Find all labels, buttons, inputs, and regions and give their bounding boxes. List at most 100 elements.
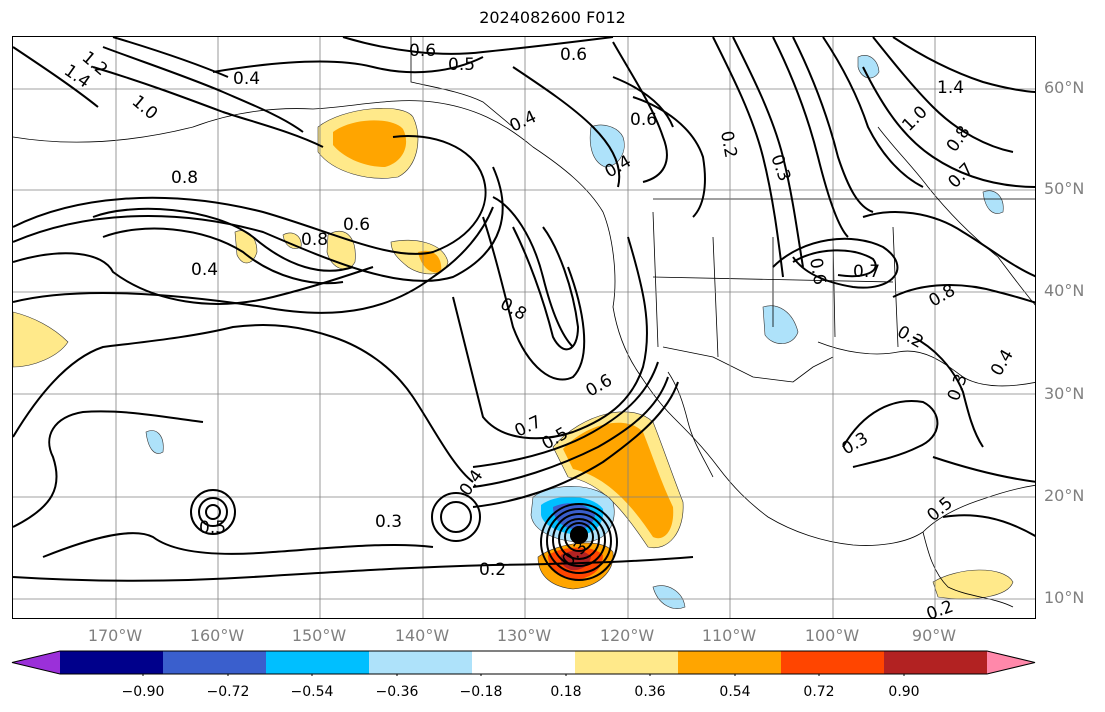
positive-anomaly-region (234, 230, 258, 264)
lon-label: 160°W (189, 626, 245, 645)
lon-label: 100°W (804, 626, 860, 645)
colorbar (11, 650, 1036, 676)
map-title: 2024082600 F012 (479, 8, 626, 27)
contour-line (512, 66, 621, 188)
contour-line (472, 381, 679, 508)
positive-anomaly-region (13, 311, 69, 368)
lat-label: 50°N (1044, 179, 1085, 198)
contour-ring (440, 501, 472, 533)
colorbar-tick-label: −0.90 (121, 684, 165, 700)
contour-line (13, 410, 204, 528)
colorbar-tick-label: −0.36 (375, 684, 419, 700)
contour-ring (198, 497, 228, 527)
border (877, 126, 1035, 306)
coastline (922, 531, 1014, 608)
coastline (922, 484, 1035, 533)
contour-line (872, 37, 1014, 153)
storm-center-marker (570, 526, 588, 544)
contour-line (13, 324, 474, 483)
positive-anomaly-region (418, 250, 442, 273)
contour-label: 0.4 (191, 260, 218, 280)
contour-ring (190, 489, 236, 535)
colorbar-tick-label: 0.36 (634, 684, 666, 700)
colorbar-extension-min (12, 651, 60, 674)
negative-anomaly-region (145, 430, 164, 454)
contour-line (632, 96, 706, 218)
contour-ring (552, 513, 606, 567)
lat-label: 60°N (1044, 78, 1085, 97)
contour-label: 0.6 (560, 45, 587, 65)
contour-label: 0.5 (448, 55, 475, 75)
colorbar-tick-label: 0.72 (803, 684, 835, 700)
contour-line (482, 216, 586, 381)
contour-line (772, 37, 849, 238)
map-panel: 1.2 1.4 1.0 0.8 0.4 0.6 0.5 0.6 0.4 0.6 … (12, 36, 1036, 619)
contour-ring (558, 518, 600, 560)
contour-line (912, 336, 984, 448)
contour-line (13, 206, 494, 314)
border (410, 37, 514, 128)
contour-line (842, 400, 939, 468)
contour-line (862, 211, 1035, 278)
negative-anomaly-region (982, 190, 1004, 214)
contour-line (13, 556, 694, 582)
coastlines (13, 37, 1035, 608)
lon-label: 150°W (291, 626, 347, 645)
contour-ring (431, 492, 481, 542)
lon-label: 90°W (911, 626, 957, 645)
coastline (602, 211, 924, 546)
contour-label: 0.2 (716, 129, 740, 159)
contour-line (712, 37, 784, 278)
positive-anomaly-region (333, 120, 407, 167)
contour-line (492, 196, 574, 348)
contour-line (92, 66, 324, 148)
contour-line (472, 376, 669, 488)
contour-line (212, 56, 484, 74)
colorbar-segment (369, 651, 473, 674)
map-svg: 1.2 1.4 1.0 0.8 0.4 0.6 0.5 0.6 0.4 0.6 … (13, 37, 1035, 618)
contour-label: 0.6 (343, 215, 370, 235)
contour-label: 0.4 (233, 69, 260, 89)
lat-label: 10°N (1044, 588, 1085, 607)
contour-label: 0.5 (199, 518, 226, 538)
colorbar-segment (60, 651, 164, 674)
border (652, 211, 899, 358)
contour-label: 0.6 (805, 256, 829, 286)
colorbar-tick-label: 0.18 (550, 684, 582, 700)
colorbar-segment (678, 651, 782, 674)
contour-ring (564, 522, 594, 552)
contour-labels: 1.2 1.4 1.0 0.8 0.4 0.6 0.5 0.6 0.4 0.6 … (60, 41, 1018, 618)
contour-line (92, 207, 354, 272)
contour-line (892, 37, 1035, 93)
contour-ring (546, 508, 612, 574)
contour-label: 0.4 (456, 466, 488, 500)
colorbar-segment (472, 651, 576, 674)
colorbar-segments (11, 650, 1036, 675)
negative-anomaly-region (589, 124, 625, 168)
contour-label: 0.6 (409, 41, 436, 61)
negative-anomaly-region (762, 305, 799, 344)
contour-label: 0.4 (507, 107, 540, 137)
negative-anomaly-region (652, 585, 686, 609)
contour-label: 0.4 (987, 346, 1018, 379)
contour-ring (540, 503, 618, 581)
contour-line (452, 236, 648, 440)
contour-line (13, 46, 99, 108)
contour-line (932, 456, 1035, 483)
negative-anomaly-region (857, 55, 880, 79)
contour-label: 0.3 (839, 428, 872, 459)
contour-label: 0.8 (171, 168, 198, 188)
contour-line (102, 227, 344, 285)
colorbar-segment (884, 651, 988, 674)
contour-label: 0.3 (766, 152, 794, 184)
lat-label: 20°N (1044, 486, 1085, 505)
contour-label: 1.4 (937, 78, 964, 98)
contour-line (512, 226, 580, 351)
colorbar-segment (163, 651, 267, 674)
coastline (13, 100, 604, 213)
contour-line (892, 284, 1035, 304)
lat-label: 30°N (1044, 384, 1085, 403)
contour-label: 1.0 (128, 92, 162, 125)
contour-label: 0.5 (923, 493, 957, 526)
